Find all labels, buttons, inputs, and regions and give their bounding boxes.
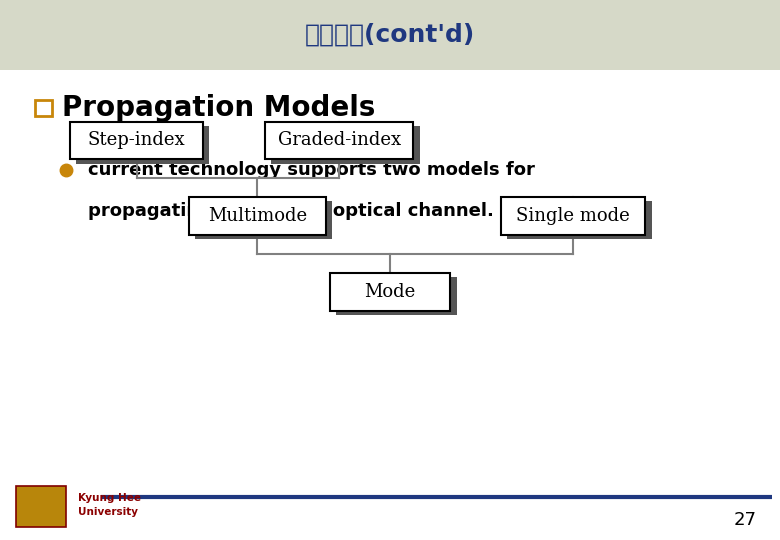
FancyBboxPatch shape — [329, 273, 451, 310]
Text: 27: 27 — [734, 511, 757, 529]
Text: Graded-index: Graded-index — [278, 131, 401, 150]
FancyBboxPatch shape — [336, 277, 457, 315]
Bar — [35, 100, 52, 116]
FancyBboxPatch shape — [16, 486, 66, 526]
FancyBboxPatch shape — [189, 197, 326, 235]
FancyBboxPatch shape — [265, 122, 413, 159]
FancyBboxPatch shape — [0, 0, 780, 70]
FancyBboxPatch shape — [76, 126, 209, 164]
FancyBboxPatch shape — [501, 197, 645, 235]
Text: Mode: Mode — [364, 282, 416, 301]
Text: Kyung Hee
University: Kyung Hee University — [78, 493, 141, 517]
Text: 유도매체(cont'd): 유도매체(cont'd) — [305, 23, 475, 47]
FancyBboxPatch shape — [70, 122, 203, 159]
Text: current technology supports two models for: current technology supports two models f… — [88, 161, 535, 179]
FancyBboxPatch shape — [271, 126, 420, 164]
Text: propagating light along optical channel.: propagating light along optical channel. — [88, 201, 494, 220]
FancyBboxPatch shape — [507, 201, 651, 239]
FancyBboxPatch shape — [195, 201, 332, 239]
Text: Propagation Models: Propagation Models — [62, 94, 375, 122]
Text: Multimode: Multimode — [207, 207, 307, 225]
Text: Single mode: Single mode — [516, 207, 630, 225]
Text: Step-index: Step-index — [87, 131, 186, 150]
